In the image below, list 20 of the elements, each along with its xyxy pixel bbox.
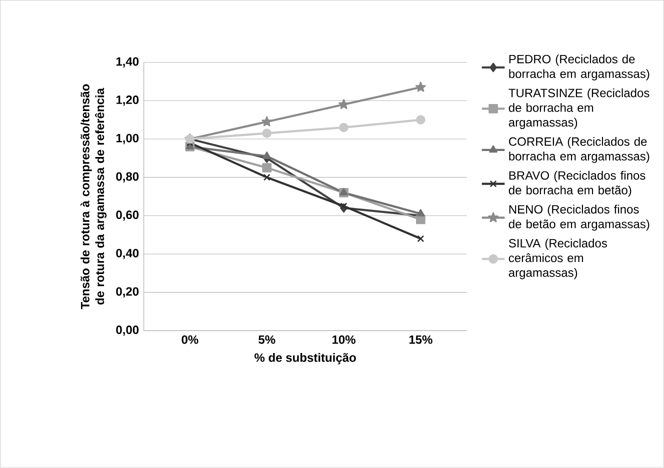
y-tick-label: 0,80 — [116, 172, 139, 183]
x-tick-label: 5% — [258, 336, 276, 344]
y-tick-label: 0,60 — [116, 210, 139, 221]
legend-label: BRAVO (Reciclados finos de borracha em betão) — [508, 171, 646, 197]
legend-label: NENO (Reciclados finos de betão em argamassas) — [508, 204, 650, 231]
legend-label: PEDRO (Reciclados de borracha em argamassas) — [509, 54, 650, 81]
legend-label: CORREIA (Reciclados de borracha em argamassas) — [508, 137, 650, 163]
x-tick-label: 0% — [182, 335, 198, 344]
y-tick-label: 0,20 — [116, 287, 139, 298]
x-tick-label: 15% — [409, 336, 432, 344]
y-axis-title: Tensão de rotura à compressão/tensão de rotura da argamassa de referência — [80, 84, 107, 310]
y-tick-label: 1,40 — [116, 57, 139, 68]
y-tick-label: 0,00 — [116, 326, 139, 336]
x-axis-title: % de substituição — [254, 353, 356, 364]
y-tick-label: 1,20 — [116, 96, 139, 106]
x-tick-label: 10% — [332, 335, 356, 344]
y-tick-label: 0,40 — [116, 248, 139, 260]
y-tick-label: 1,00 — [116, 134, 139, 144]
legend-label: SILVA (Reciclados cerâmicos em argamassas) — [508, 238, 607, 280]
legend-label: TURATSINZE (Reciclados de borracha em argamassas) — [508, 88, 650, 130]
